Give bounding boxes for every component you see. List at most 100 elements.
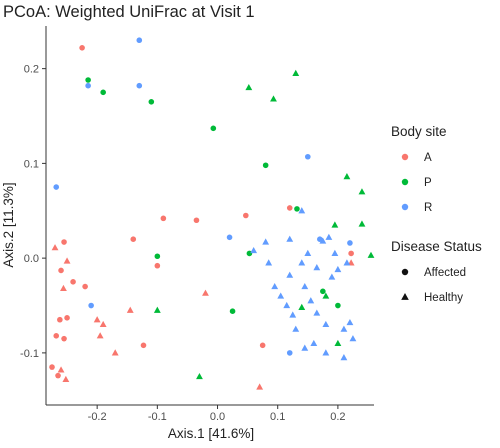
data-point-triangle (196, 372, 203, 380)
data-point-triangle (63, 257, 71, 264)
data-point-circle (57, 316, 63, 323)
data-point-triangle (298, 207, 306, 214)
data-point-triangle (256, 383, 264, 390)
data-point-circle (61, 335, 67, 342)
data-point-triangle (270, 95, 277, 102)
data-point-triangle (292, 325, 300, 332)
data-point-triangle (153, 306, 161, 313)
data-point-circle (136, 37, 143, 44)
legend-key-r (401, 203, 409, 211)
data-point-triangle (307, 297, 315, 304)
data-point-circle (348, 250, 354, 257)
data-point-circle (347, 240, 353, 246)
y-tick-label: 0.0 (24, 253, 39, 265)
data-point-triangle (340, 354, 348, 361)
data-point-triangle (277, 292, 285, 299)
data-point-triangle (334, 265, 342, 273)
x-tick-label: -0.1 (148, 411, 167, 423)
data-point-triangle (298, 259, 306, 266)
plot-area: -0.2 -0.1 0.0 0.1 0.2 -0.1 0.0 0.1 0.2 (20, 26, 375, 423)
data-point-triangle (331, 221, 339, 228)
data-point-triangle (96, 332, 104, 339)
x-tick-label: 0.2 (330, 411, 345, 423)
data-point-circle (193, 217, 200, 224)
legend-label-affected: Affected (424, 267, 466, 279)
data-point-triangle (289, 311, 297, 318)
data-point-circle (262, 162, 269, 169)
y-tick-label: -0.1 (20, 348, 39, 360)
data-point-triangle (304, 249, 312, 256)
data-point-circle (304, 153, 311, 160)
legend-label-a: A (424, 152, 432, 164)
data-point-triangle (202, 289, 209, 296)
legend-title-disease-status: Disease Status (391, 239, 482, 254)
data-point-circle (88, 302, 94, 309)
data-point-triangle (319, 237, 327, 244)
x-axis-label: Axis.1 [41.6%] (168, 426, 254, 441)
data-point-triangle (99, 320, 107, 328)
data-point-triangle (322, 320, 330, 328)
data-point-circle (246, 250, 253, 257)
data-point-circle (55, 372, 61, 379)
data-point-triangle (334, 339, 342, 347)
data-point-circle (226, 234, 233, 241)
data-point-circle (229, 308, 236, 314)
data-point-circle (53, 333, 60, 339)
legend-label-healthy: Healthy (424, 292, 463, 304)
data-point-circle (49, 364, 55, 370)
data-point-triangle (265, 259, 273, 266)
data-point-triangle (245, 83, 253, 91)
data-point-circle (148, 99, 155, 105)
data-point-triangle (358, 220, 366, 227)
data-point-circle (136, 82, 143, 89)
data-point-circle (82, 283, 88, 290)
data-point-circle (160, 215, 167, 222)
data-point-triangle (292, 69, 300, 76)
data-point-triangle (301, 282, 309, 290)
data-point-circle (100, 89, 106, 96)
data-point-triangle (51, 244, 59, 251)
data-point-triangle (57, 366, 65, 373)
data-point-triangle (111, 349, 119, 356)
data-point-triangle (310, 339, 318, 347)
data-point-circle (154, 262, 161, 269)
legend-key-affected (401, 268, 409, 276)
data-point-triangle (367, 251, 375, 258)
legend-title-body-site: Body site (391, 124, 447, 139)
data-point-circle (294, 206, 300, 212)
x-tick-label: 0.0 (210, 411, 225, 423)
data-point-circle (58, 267, 64, 274)
data-point-triangle (250, 246, 258, 254)
data-point-triangle (126, 306, 134, 313)
chart-title: PCoA: Weighted UniFrac at Visit 1 (3, 3, 255, 21)
y-axis-label: Axis.2 [11.3%] (1, 182, 16, 267)
data-point-circle (64, 315, 70, 321)
data-point-circle (154, 253, 161, 260)
data-point-triangle (313, 264, 321, 271)
x-tick-label: 0.1 (270, 411, 285, 423)
data-point-triangle (343, 259, 351, 266)
data-point-triangle (271, 282, 279, 290)
data-point-circle (140, 342, 147, 349)
data-point-triangle (283, 301, 291, 309)
legend: Body site A P R Disease Status Affected Health… (391, 124, 482, 304)
data-point-triangle (349, 335, 357, 342)
y-tick-label: 0.2 (24, 64, 39, 76)
data-point-triangle (346, 318, 354, 326)
data-point-circle (335, 302, 341, 309)
data-point-circle (85, 77, 91, 83)
data-point-circle (286, 205, 293, 211)
legend-label-r: R (424, 202, 432, 214)
legend-label-p: P (424, 177, 432, 189)
data-point-circle (259, 342, 266, 349)
data-point-triangle (358, 188, 366, 195)
data-point-triangle (322, 292, 330, 299)
data-point-triangle (331, 249, 339, 256)
data-point-circle (130, 236, 137, 242)
data-point-circle (79, 44, 85, 51)
legend-key-a (401, 153, 409, 161)
data-point-triangle (60, 284, 67, 292)
data-point-triangle (322, 349, 330, 356)
